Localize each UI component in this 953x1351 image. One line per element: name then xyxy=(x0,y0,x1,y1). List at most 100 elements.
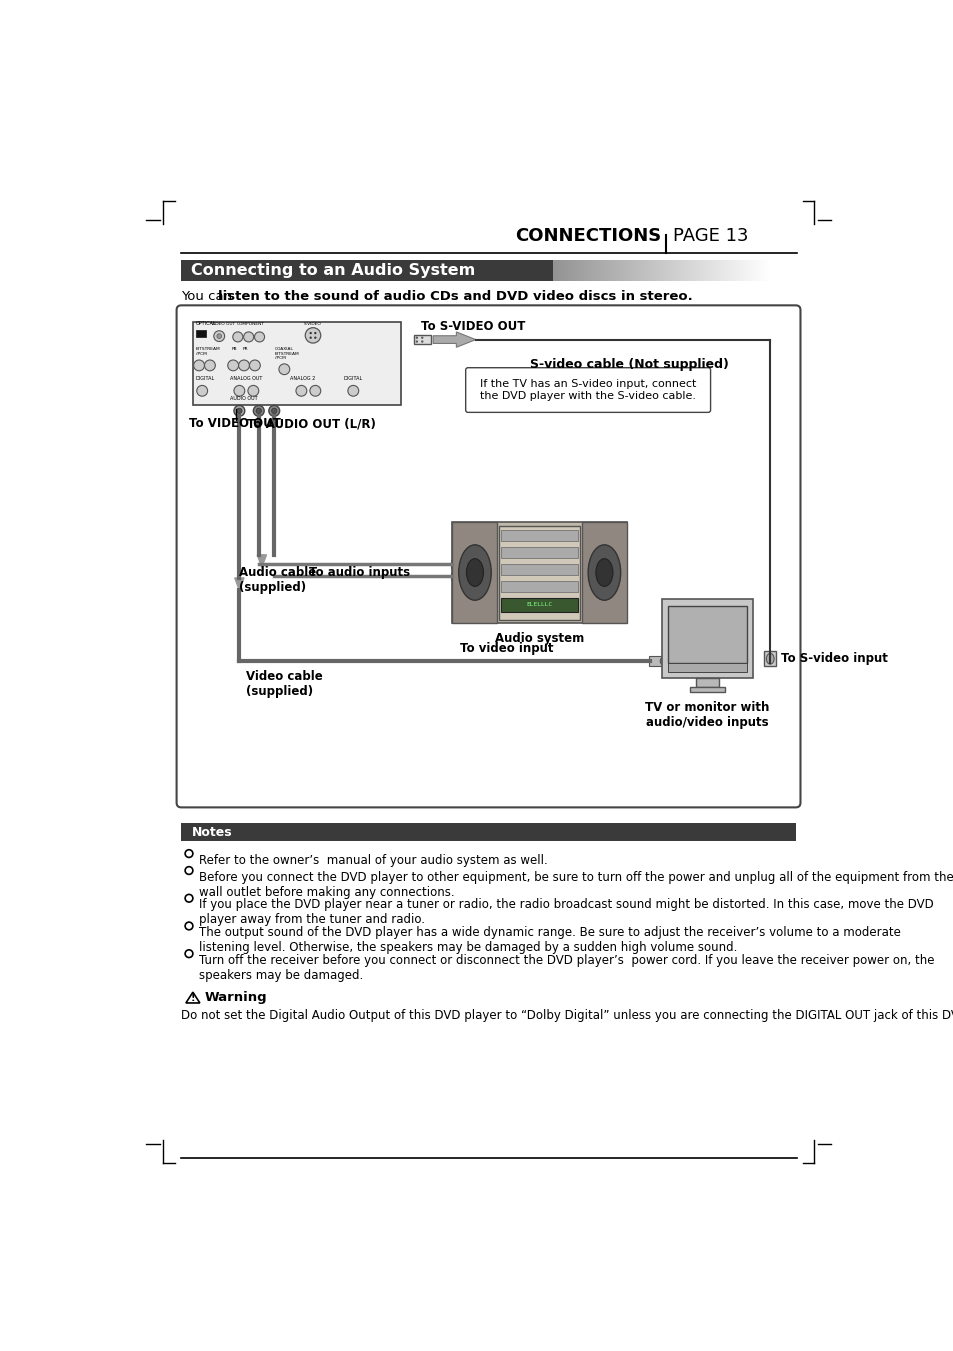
Bar xyxy=(195,330,206,336)
Text: To VIDEO OUT: To VIDEO OUT xyxy=(189,417,280,431)
Text: If the TV has an S-video input, connect
the DVD player with the S-video cable.: If the TV has an S-video input, connect … xyxy=(479,380,696,401)
Polygon shape xyxy=(234,578,244,590)
Circle shape xyxy=(459,561,465,567)
Text: To S-VIDEO OUT: To S-VIDEO OUT xyxy=(421,320,525,334)
Text: /PCM: /PCM xyxy=(195,351,207,355)
Bar xyxy=(500,547,578,558)
Text: OPTICAL: OPTICAL xyxy=(195,320,216,326)
Circle shape xyxy=(228,359,238,370)
Polygon shape xyxy=(186,992,199,1002)
Text: Refer to the owner’s  manual of your audio system as well.: Refer to the owner’s manual of your audi… xyxy=(199,854,547,866)
Text: DIGITAL: DIGITAL xyxy=(195,376,215,381)
Circle shape xyxy=(310,385,320,396)
Text: ANALOG OUT: ANALOG OUT xyxy=(230,376,262,381)
Circle shape xyxy=(254,332,264,342)
Circle shape xyxy=(233,385,245,396)
FancyBboxPatch shape xyxy=(465,367,710,412)
Circle shape xyxy=(272,408,276,413)
Bar xyxy=(181,823,795,842)
Text: !: ! xyxy=(191,993,195,1004)
Circle shape xyxy=(204,359,215,370)
Circle shape xyxy=(216,334,221,339)
Bar xyxy=(451,573,462,580)
Text: If you place the DVD player near a tuner or radio, the radio broadcast sound mig: If you place the DVD player near a tuner… xyxy=(199,898,933,927)
Text: COAXIAL: COAXIAL xyxy=(274,347,294,351)
Circle shape xyxy=(314,336,316,339)
Bar xyxy=(414,335,431,345)
Circle shape xyxy=(233,332,243,342)
Text: CONNECTIONS: CONNECTIONS xyxy=(515,227,661,246)
Circle shape xyxy=(305,328,320,343)
Bar xyxy=(500,565,578,574)
Bar xyxy=(648,657,663,666)
Text: Turn off the receiver before you connect or disconnect the DVD player’s  power c: Turn off the receiver before you connect… xyxy=(199,954,934,982)
Circle shape xyxy=(213,331,224,342)
Ellipse shape xyxy=(466,559,483,586)
Text: PAGE 13: PAGE 13 xyxy=(673,227,748,246)
Circle shape xyxy=(309,336,312,339)
Bar xyxy=(763,651,776,666)
Circle shape xyxy=(255,408,261,413)
Ellipse shape xyxy=(596,559,612,586)
Text: Connecting to an Audio System: Connecting to an Audio System xyxy=(191,263,475,278)
Circle shape xyxy=(236,408,242,413)
Text: ANALOG 2: ANALOG 2 xyxy=(290,376,314,381)
Bar xyxy=(451,561,462,567)
Text: DIGITAL: DIGITAL xyxy=(344,376,363,381)
Text: AUDIO OUT: AUDIO OUT xyxy=(230,396,257,401)
Text: Before you connect the DVD player to other equipment, be sure to turn off the po: Before you connect the DVD player to oth… xyxy=(199,870,953,898)
Text: Do not set the Digital Audio Output of this DVD player to “Dolby Digital” unless: Do not set the Digital Audio Output of t… xyxy=(181,1009,953,1023)
Text: Audio cable
(supplied): Audio cable (supplied) xyxy=(239,566,316,594)
Bar xyxy=(667,662,746,671)
Circle shape xyxy=(249,359,260,370)
Bar xyxy=(581,523,626,623)
Circle shape xyxy=(659,657,667,665)
Text: S-video cable (Not supplied): S-video cable (Not supplied) xyxy=(530,358,728,372)
Text: Warning: Warning xyxy=(204,992,267,1004)
Text: BITSTREAM: BITSTREAM xyxy=(274,351,299,355)
Text: You can: You can xyxy=(181,290,236,304)
Ellipse shape xyxy=(765,654,773,665)
Text: The output sound of the DVD player has a wide dynamic range. Be sure to adjust t: The output sound of the DVD player has a… xyxy=(199,925,900,954)
Polygon shape xyxy=(257,555,266,567)
Circle shape xyxy=(196,385,208,396)
Text: Audio system: Audio system xyxy=(495,632,583,644)
Bar xyxy=(452,523,497,623)
Bar xyxy=(500,598,578,612)
Circle shape xyxy=(295,385,307,396)
Bar xyxy=(181,259,553,281)
Text: PR: PR xyxy=(242,347,248,351)
Circle shape xyxy=(248,385,258,396)
Circle shape xyxy=(416,340,417,343)
Text: PB: PB xyxy=(232,347,237,351)
Circle shape xyxy=(238,359,249,370)
Text: COMPONENT: COMPONENT xyxy=(236,322,264,326)
Circle shape xyxy=(348,385,358,396)
Bar xyxy=(500,581,578,592)
Circle shape xyxy=(420,340,423,343)
Circle shape xyxy=(416,336,417,339)
Circle shape xyxy=(459,573,465,580)
Text: To S-video input: To S-video input xyxy=(781,653,887,665)
Text: To AUDIO OUT (L/R): To AUDIO OUT (L/R) xyxy=(247,417,375,431)
Bar xyxy=(452,523,626,623)
Bar xyxy=(193,322,400,405)
Bar xyxy=(690,688,723,692)
Circle shape xyxy=(193,359,204,370)
Text: BITSTREAM: BITSTREAM xyxy=(195,347,220,351)
Text: listen to the sound of audio CDs and DVD video discs in stereo.: listen to the sound of audio CDs and DVD… xyxy=(218,290,693,304)
Text: ELELLLC: ELELLLC xyxy=(526,603,552,608)
FancyBboxPatch shape xyxy=(176,305,800,808)
Text: Notes: Notes xyxy=(192,825,233,839)
Circle shape xyxy=(269,405,279,416)
Ellipse shape xyxy=(587,544,620,600)
Bar xyxy=(661,600,753,678)
Ellipse shape xyxy=(458,544,491,600)
Circle shape xyxy=(253,405,264,416)
Text: S-VIDEO: S-VIDEO xyxy=(304,322,321,326)
Text: TV or monitor with
audio/video inputs: TV or monitor with audio/video inputs xyxy=(644,701,769,730)
Circle shape xyxy=(420,336,423,339)
Bar xyxy=(667,605,746,662)
Text: To audio inputs: To audio inputs xyxy=(309,566,410,580)
Polygon shape xyxy=(433,332,476,347)
